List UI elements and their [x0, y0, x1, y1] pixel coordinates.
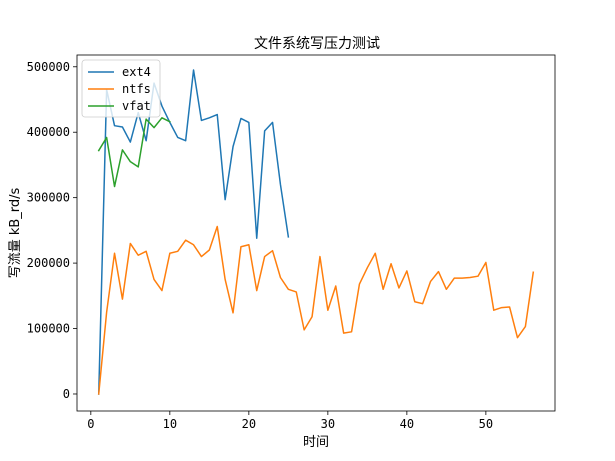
x-tick-label: 20: [242, 417, 256, 431]
y-tick-label: 0: [63, 387, 70, 401]
series-line-ntfs: [97, 225, 535, 395]
series-line-ext4: [97, 69, 290, 395]
y-tick-label: 300000: [27, 191, 70, 205]
legend-label-ext4: ext4: [122, 65, 151, 79]
plot-area: [97, 69, 535, 395]
x-tick-label: 40: [400, 417, 414, 431]
series-line-vfat: [97, 117, 171, 188]
axes-frame: [76, 54, 556, 412]
legend-box: [81, 59, 161, 118]
legend: ext4 ntfs vfat: [81, 59, 161, 118]
y-tick-label: 200000: [27, 256, 70, 270]
x-tick-label: 10: [163, 417, 177, 431]
legend-label-ntfs: ntfs: [122, 82, 151, 96]
x-tick-label: 30: [321, 417, 335, 431]
x-axis-label: 时间: [303, 435, 329, 450]
chart-title: 文件系统写压力测试: [254, 36, 380, 52]
x-tick-label: 0: [87, 417, 94, 431]
y-axis: 0 100000 200000 300000 400000 500000: [27, 60, 77, 401]
y-tick-label: 100000: [27, 322, 70, 336]
x-axis: 0 10 20 30 40 50: [87, 411, 493, 431]
y-tick-label: 500000: [27, 60, 70, 74]
y-axis-label: 写流量 kB_rd/s: [8, 187, 23, 278]
x-tick-label: 50: [479, 417, 493, 431]
y-tick-label: 400000: [27, 125, 70, 139]
legend-label-vfat: vfat: [122, 99, 151, 113]
